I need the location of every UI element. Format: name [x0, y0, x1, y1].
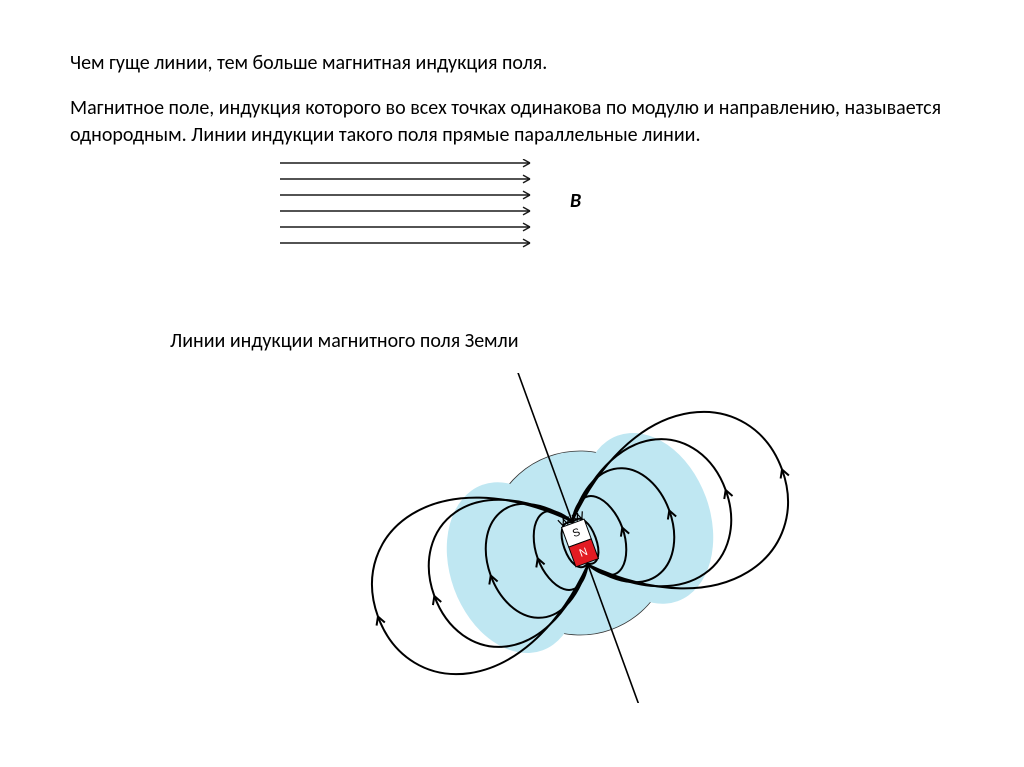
b-vector-label: B — [570, 189, 581, 213]
earth-field-svg: SN — [320, 373, 840, 703]
uniform-field-diagram: B — [280, 159, 954, 259]
paragraph-2: Магнитное поле, индукция которого во все… — [70, 95, 954, 149]
slide-page: Чем гуще линии, тем больше магнитная инд… — [0, 0, 1024, 767]
earth-field-subtitle: Линии индукции магнитного поля Земли — [170, 329, 954, 353]
uniform-field-svg — [280, 159, 600, 259]
paragraph-1: Чем гуще линии, тем больше магнитная инд… — [70, 50, 954, 77]
earth-field-diagram: SN — [320, 373, 954, 708]
